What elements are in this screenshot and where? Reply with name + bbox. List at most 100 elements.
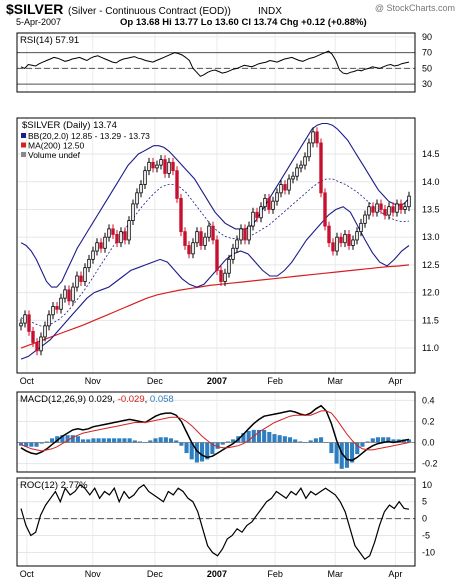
candle-body: [271, 200, 275, 210]
candle-body: [151, 161, 155, 169]
candle-body: [187, 245, 191, 255]
candle-body: [339, 236, 343, 244]
candle-body: [75, 275, 79, 288]
macd-histogram-bar: [137, 441, 143, 443]
candle-body: [71, 286, 75, 302]
candle-body: [59, 297, 63, 310]
macd-histogram-bar: [91, 438, 96, 443]
macd-histogram-bar: [355, 442, 360, 455]
macd-histogram-bar: [189, 442, 194, 460]
rsi-legend: RSI(14) 57.91: [20, 35, 79, 46]
x-tick-label: Oct: [20, 376, 35, 386]
candle-body: [299, 164, 303, 169]
legend-swatch: [21, 133, 26, 138]
macd-histogram-bar: [122, 438, 127, 443]
candle-body: [203, 236, 207, 246]
price-tick-label: 11.0: [422, 343, 439, 353]
candle-body: [379, 203, 383, 210]
macd-histogram-bar: [55, 436, 60, 443]
macd-legend-part: 0.058: [150, 394, 174, 405]
symbol-title: $SILVER: [6, 1, 63, 17]
macd-histogram-bar: [386, 437, 391, 443]
price-tick-label: 13.0: [422, 232, 440, 242]
macd-tick-label: 0.4: [422, 395, 435, 405]
candle-body: [247, 225, 251, 241]
candle-body: [319, 142, 323, 194]
watermark: @ StockCharts.com: [375, 3, 455, 13]
candle-body: [395, 203, 399, 213]
candle-body: [267, 197, 271, 210]
macd-line: [20, 404, 410, 462]
macd-signal-line: [20, 410, 410, 452]
macd-histogram-bar: [339, 442, 344, 469]
macd-histogram-bar: [215, 442, 220, 449]
roc-tick-label: 10: [422, 480, 432, 490]
candle-body: [291, 175, 295, 180]
macd-legend-part: -0.029: [118, 394, 145, 405]
candle-body: [235, 239, 239, 249]
bb-lower-line: [20, 206, 410, 360]
macd-histogram-bar: [262, 429, 267, 443]
candle-body: [343, 234, 347, 244]
candle-body: [391, 206, 395, 213]
macd-histogram-bar: [375, 437, 381, 443]
macd-tick-label: 0.2: [422, 416, 435, 426]
macd-histogram-bar: [70, 435, 75, 443]
macd-histogram-bar: [29, 442, 34, 447]
candle-body: [407, 195, 411, 208]
candle-body: [199, 231, 203, 246]
roc-tick-label: 0: [422, 514, 427, 524]
macd-histogram-bar: [256, 429, 262, 443]
x-tick-label: 2007: [207, 376, 227, 386]
macd-histogram-bar: [277, 435, 282, 443]
candle-body: [207, 225, 211, 238]
candle-body: [123, 231, 127, 241]
macd-histogram-bar: [117, 438, 122, 443]
macd-histogram-bar: [282, 436, 287, 443]
candle-body: [143, 170, 147, 185]
x-tick-label: Apr: [388, 569, 402, 579]
candle-body: [167, 161, 171, 174]
candle-body: [155, 164, 159, 169]
macd-histogram-bar: [153, 438, 158, 443]
macd-histogram-bar: [241, 433, 246, 443]
candle-body: [383, 209, 387, 216]
candle-body: [139, 184, 143, 194]
macd-histogram-bar: [220, 442, 225, 445]
candle-body: [95, 242, 99, 252]
candle-body: [115, 234, 119, 244]
bb-middle-line: [20, 178, 410, 327]
candle-body: [131, 203, 135, 221]
legend-swatch: [21, 142, 26, 148]
ohlc-readout: Op 13.68 Hi 13.77 Lo 13.60 Cl 13.74 Chg …: [120, 17, 367, 28]
macd-histogram-bar: [246, 430, 251, 443]
candle-body: [55, 306, 59, 310]
price-tick-label: 13.5: [422, 204, 440, 214]
price-title: $SILVER (Daily) 13.74: [22, 120, 117, 131]
candle-body: [99, 242, 103, 249]
x-tick-label: Feb: [267, 569, 283, 579]
symbol-name: (Silver - Continuous Contract (EOD)): [68, 6, 231, 17]
macd-histogram-bar: [360, 442, 365, 447]
candle-body: [159, 159, 163, 166]
macd-histogram-bar: [365, 441, 370, 443]
price-tick-label: 14.0: [422, 177, 440, 187]
bb-upper-line: [20, 122, 410, 288]
x-tick-label: Dec: [147, 569, 164, 579]
macd-histogram-bar: [350, 442, 355, 463]
macd-histogram-bar: [163, 437, 168, 443]
macd-histogram-bar: [319, 437, 324, 443]
price-tick-label: 11.5: [422, 315, 439, 325]
candle-body: [83, 267, 87, 282]
candle-body: [251, 211, 255, 227]
candle-body: [223, 272, 227, 282]
candle-body: [359, 222, 363, 233]
macd-histogram-bar: [272, 434, 277, 443]
candle-body: [375, 203, 379, 213]
candle-body: [179, 197, 183, 233]
candle-body: [91, 250, 95, 260]
roc-tick-label: 5: [422, 497, 427, 507]
candle-body: [63, 289, 67, 299]
macd-histogram-bar: [210, 442, 215, 455]
macd-histogram-bar: [370, 438, 375, 443]
